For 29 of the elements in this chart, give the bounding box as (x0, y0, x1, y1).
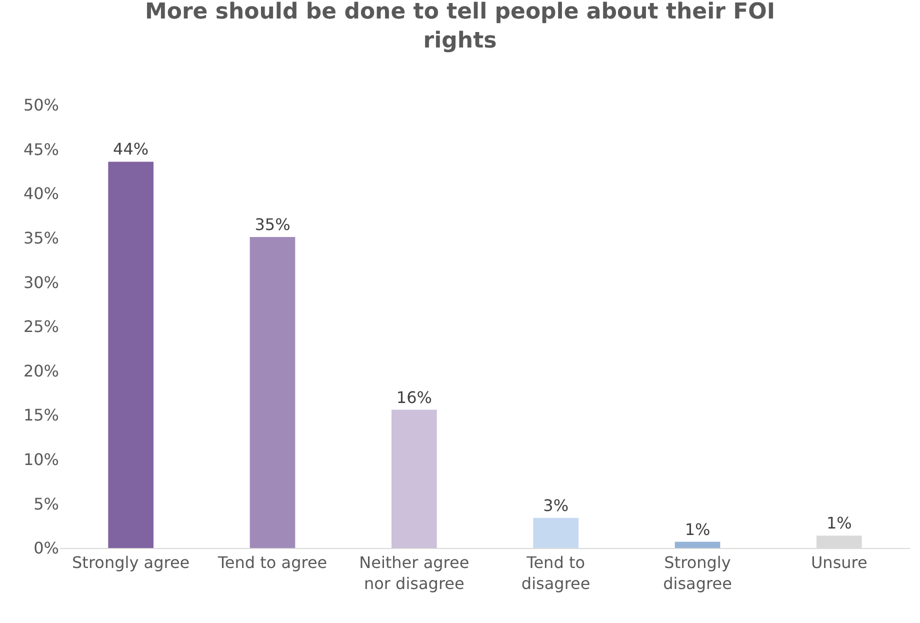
data-label: 3% (543, 496, 569, 515)
bar (533, 518, 578, 548)
y-tick-label: 45% (23, 140, 59, 159)
y-tick-label: 30% (23, 272, 59, 292)
x-tick-label: Tend to disagree (521, 553, 590, 593)
x-tick-label: Unsure (810, 553, 868, 572)
y-tick-label: 40% (23, 184, 59, 204)
y-tick-label: 25% (23, 317, 59, 336)
chart-title: More should be done to tell people about their FOI rights (144, 0, 776, 54)
bar (108, 162, 154, 548)
bar (250, 237, 296, 548)
data-label: 16% (396, 388, 432, 407)
x-tick-label: Neither agree nor disagree (359, 553, 470, 593)
y-tick-label: 10% (23, 450, 59, 469)
data-label: 44% (113, 140, 149, 159)
bar (392, 410, 437, 548)
y-tick-label: 0% (34, 538, 59, 558)
y-tick-label: 35% (23, 228, 59, 248)
data-label: 35% (254, 215, 290, 234)
x-tick-label: Strongly disagree (663, 553, 732, 593)
y-tick-label: 20% (23, 361, 59, 380)
x-tick-label: Strongly agree (72, 553, 190, 572)
y-tick-label: 5% (34, 494, 59, 514)
data-label: 1% (684, 520, 710, 539)
y-tick-label: 15% (23, 406, 59, 425)
bar (674, 542, 720, 548)
y-tick-label: 50% (23, 96, 59, 115)
x-tick-label: Tend to agree (216, 553, 328, 572)
data-label: 1% (826, 514, 852, 533)
